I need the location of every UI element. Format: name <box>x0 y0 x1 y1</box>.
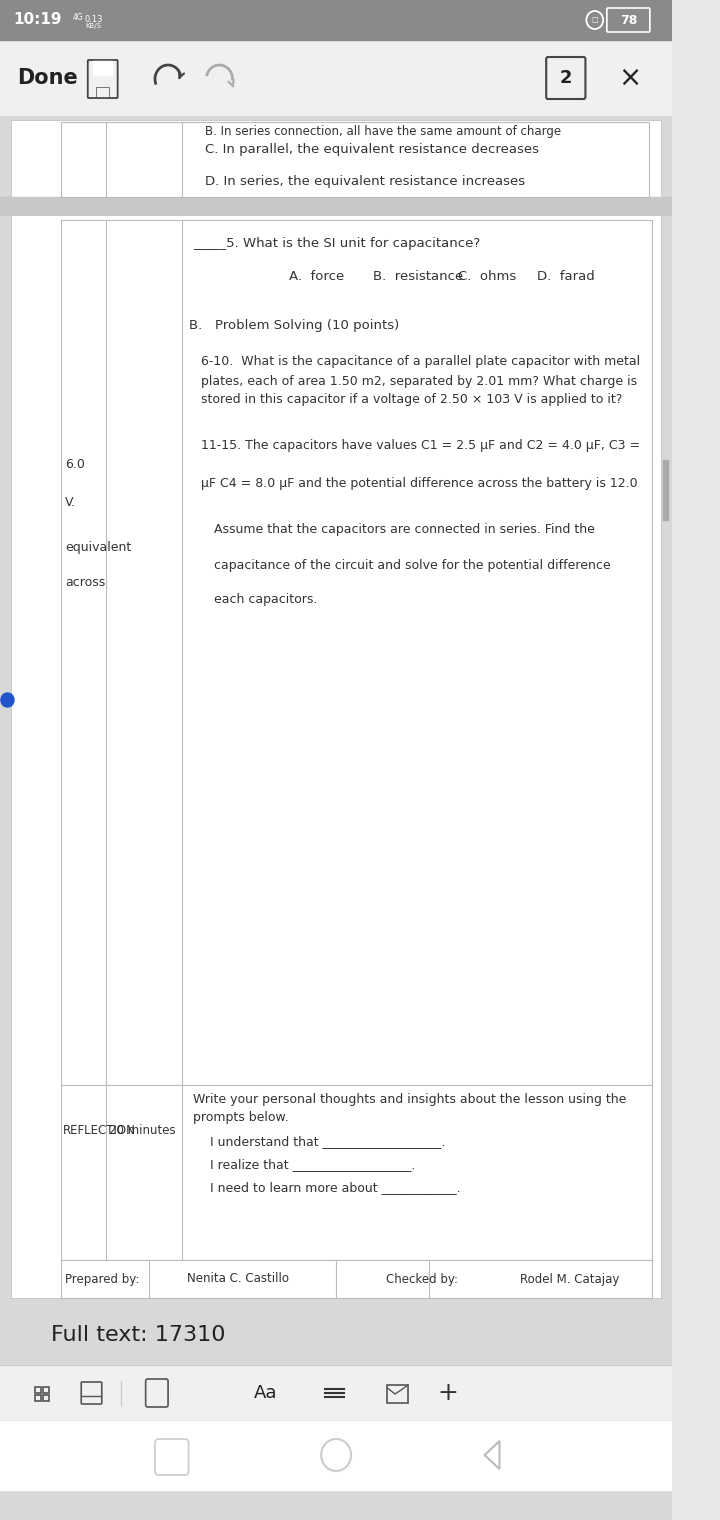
Text: equivalent: equivalent <box>66 541 132 555</box>
Bar <box>43 1386 48 1392</box>
Text: I understand that ___________________.: I understand that ___________________. <box>210 1135 446 1149</box>
Text: D. In series, the equivalent resistance increases: D. In series, the equivalent resistance … <box>205 175 526 188</box>
Text: capacitance of the circuit and solve for the potential difference: capacitance of the circuit and solve for… <box>214 558 611 572</box>
Text: Write your personal thoughts and insights about the lesson using the: Write your personal thoughts and insight… <box>193 1093 626 1107</box>
FancyBboxPatch shape <box>546 56 585 99</box>
Bar <box>0 198 672 214</box>
FancyBboxPatch shape <box>145 1379 168 1408</box>
Text: 6.0: 6.0 <box>66 458 85 471</box>
Bar <box>35 1395 41 1401</box>
Text: B.   Problem Solving (10 points): B. Problem Solving (10 points) <box>189 319 399 331</box>
Bar <box>60 1260 652 1298</box>
Bar <box>12 120 661 201</box>
Text: D.  farad: D. farad <box>537 269 595 283</box>
Text: B.  resistance: B. resistance <box>374 269 464 283</box>
Bar <box>43 1395 48 1401</box>
Text: Checked by:: Checked by: <box>386 1272 458 1286</box>
Text: Rodel M. Catajay: Rodel M. Catajay <box>520 1272 619 1286</box>
FancyBboxPatch shape <box>88 59 117 97</box>
Text: B. In series connection, all have the same amount of charge: B. In series connection, all have the sa… <box>205 125 562 138</box>
Text: Nenita C. Castillo: Nenita C. Castillo <box>187 1272 289 1286</box>
Text: Prepared by:: Prepared by: <box>66 1272 140 1286</box>
Bar <box>60 220 652 1085</box>
Text: +: + <box>438 1382 459 1404</box>
Text: C.  ohms: C. ohms <box>457 269 516 283</box>
Text: □: □ <box>591 17 598 23</box>
Bar <box>663 461 667 520</box>
Text: Full text: 17310: Full text: 17310 <box>51 1325 226 1345</box>
Text: stored in this capacitor if a voltage of 2.50 × 103 V is applied to it?: stored in this capacitor if a voltage of… <box>201 394 622 406</box>
Text: V.: V. <box>66 496 76 509</box>
Bar <box>0 1420 672 1490</box>
Text: plates, each of area 1.50 m2, separated by 2.01 mm? What charge is: plates, each of area 1.50 m2, separated … <box>201 374 637 388</box>
Text: Assume that the capacitors are connected in series. Find the: Assume that the capacitors are connected… <box>214 523 595 537</box>
Text: 11-15. The capacitors have values C1 = 2.5 µF and C2 = 4.0 µF, C3 =: 11-15. The capacitors have values C1 = 2… <box>201 438 640 451</box>
Text: 20 minutes: 20 minutes <box>109 1123 176 1137</box>
Text: Aa: Aa <box>254 1385 278 1401</box>
Text: 2: 2 <box>559 68 572 87</box>
Text: _____5. What is the SI unit for capacitance?: _____5. What is the SI unit for capacita… <box>193 237 480 251</box>
Text: ×: × <box>618 64 642 93</box>
Text: I realize that ___________________.: I realize that ___________________. <box>210 1158 415 1172</box>
Bar <box>94 61 112 74</box>
Circle shape <box>1 693 14 707</box>
Text: A.  force: A. force <box>289 269 345 283</box>
FancyBboxPatch shape <box>607 8 650 32</box>
Bar <box>12 214 661 1298</box>
FancyBboxPatch shape <box>81 1382 102 1404</box>
Text: Done: Done <box>17 68 78 88</box>
FancyBboxPatch shape <box>155 1439 189 1474</box>
Bar <box>35 1386 41 1392</box>
Text: 10:19: 10:19 <box>13 12 62 27</box>
Text: 6-10.  What is the capacitance of a parallel plate capacitor with metal: 6-10. What is the capacitance of a paral… <box>201 356 640 368</box>
Text: each capacitors.: each capacitors. <box>214 593 318 606</box>
Text: µF C4 = 8.0 µF and the potential difference across the battery is 12.0: µF C4 = 8.0 µF and the potential differe… <box>201 476 637 489</box>
Text: 78: 78 <box>620 14 637 26</box>
Text: 4G: 4G <box>73 12 84 21</box>
Text: I need to learn more about ____________.: I need to learn more about ____________. <box>210 1181 461 1195</box>
Text: across: across <box>66 576 106 590</box>
Bar <box>96 87 109 97</box>
Text: C. In parallel, the equivalent resistance decreases: C. In parallel, the equivalent resistanc… <box>205 143 539 157</box>
Text: REFLECTION: REFLECTION <box>63 1123 135 1137</box>
Text: KB/S: KB/S <box>85 23 101 29</box>
Bar <box>387 1385 408 1403</box>
Bar <box>0 1365 672 1420</box>
Bar <box>60 122 649 198</box>
Bar <box>60 1085 652 1260</box>
Text: prompts below.: prompts below. <box>193 1111 289 1125</box>
Bar <box>0 40 672 116</box>
Bar <box>0 0 672 40</box>
Text: 0.13: 0.13 <box>85 15 104 24</box>
